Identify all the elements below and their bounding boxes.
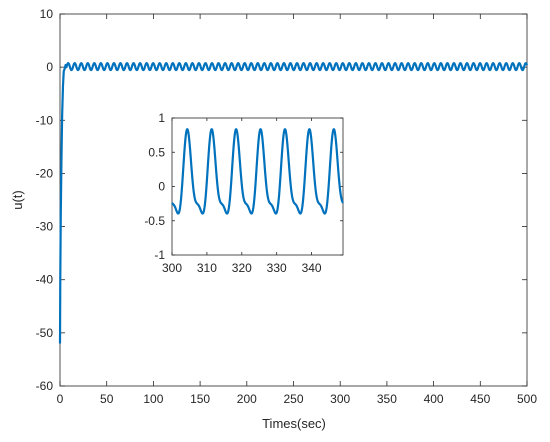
main-y-tick-label: -60 bbox=[36, 379, 54, 393]
main-y-tick-label: -20 bbox=[36, 166, 54, 180]
main-y-tick-label: -10 bbox=[36, 113, 54, 127]
main-x-tick-label: 200 bbox=[237, 392, 257, 406]
inset-plot-frame bbox=[171, 117, 344, 256]
inset-y-tick-label: -0.5 bbox=[144, 214, 165, 228]
main-x-tick-label: 450 bbox=[470, 392, 490, 406]
inset-x-tick-label: 330 bbox=[267, 261, 287, 275]
main-x-tick-label: 250 bbox=[283, 392, 303, 406]
main-x-tick-label: 350 bbox=[377, 392, 397, 406]
main-y-tick-label: 0 bbox=[46, 60, 53, 74]
inset-x-tick-label: 300 bbox=[162, 261, 182, 275]
main-x-tick-label: 500 bbox=[517, 392, 537, 406]
main-y-tick-label: -50 bbox=[36, 326, 54, 340]
main-series-line bbox=[58, 62, 529, 344]
main-x-tick-label: 0 bbox=[57, 392, 64, 406]
inset-y-tick-label: -1 bbox=[154, 248, 165, 262]
main-x-tick-label: 150 bbox=[190, 392, 210, 406]
inset-y-tick-label: 0.5 bbox=[148, 145, 165, 159]
inset-y-ticks: -1 -0.5 0 0.5 1 bbox=[144, 111, 343, 262]
main-x-axis-label: Times(sec) bbox=[262, 416, 326, 431]
main-x-tick-label: 100 bbox=[143, 392, 163, 406]
inset-axes: 300 310 320 330 340 -1 -0.5 0 0.5 1 bbox=[144, 111, 344, 275]
main-x-tick-label: 300 bbox=[330, 392, 350, 406]
main-y-tick-label: -30 bbox=[36, 220, 54, 234]
inset-y-tick-label: 0 bbox=[158, 180, 165, 194]
inset-y-tick-label: 1 bbox=[158, 111, 165, 125]
main-x-ticks: 0 50 100 150 200 250 300 350 400 450 500 bbox=[57, 14, 537, 406]
main-y-axis-label: u(t) bbox=[10, 190, 25, 210]
main-y-tick-label: 10 bbox=[40, 7, 54, 21]
inset-x-tick-label: 340 bbox=[302, 261, 322, 275]
inset-series-line bbox=[171, 128, 344, 215]
inset-x-ticks: 300 310 320 330 340 bbox=[162, 118, 322, 275]
main-y-tick-label: -40 bbox=[36, 273, 54, 287]
main-x-tick-label: 50 bbox=[100, 392, 114, 406]
main-x-tick-label: 400 bbox=[424, 392, 444, 406]
inset-x-tick-label: 310 bbox=[197, 261, 217, 275]
inset-x-tick-label: 320 bbox=[232, 261, 252, 275]
